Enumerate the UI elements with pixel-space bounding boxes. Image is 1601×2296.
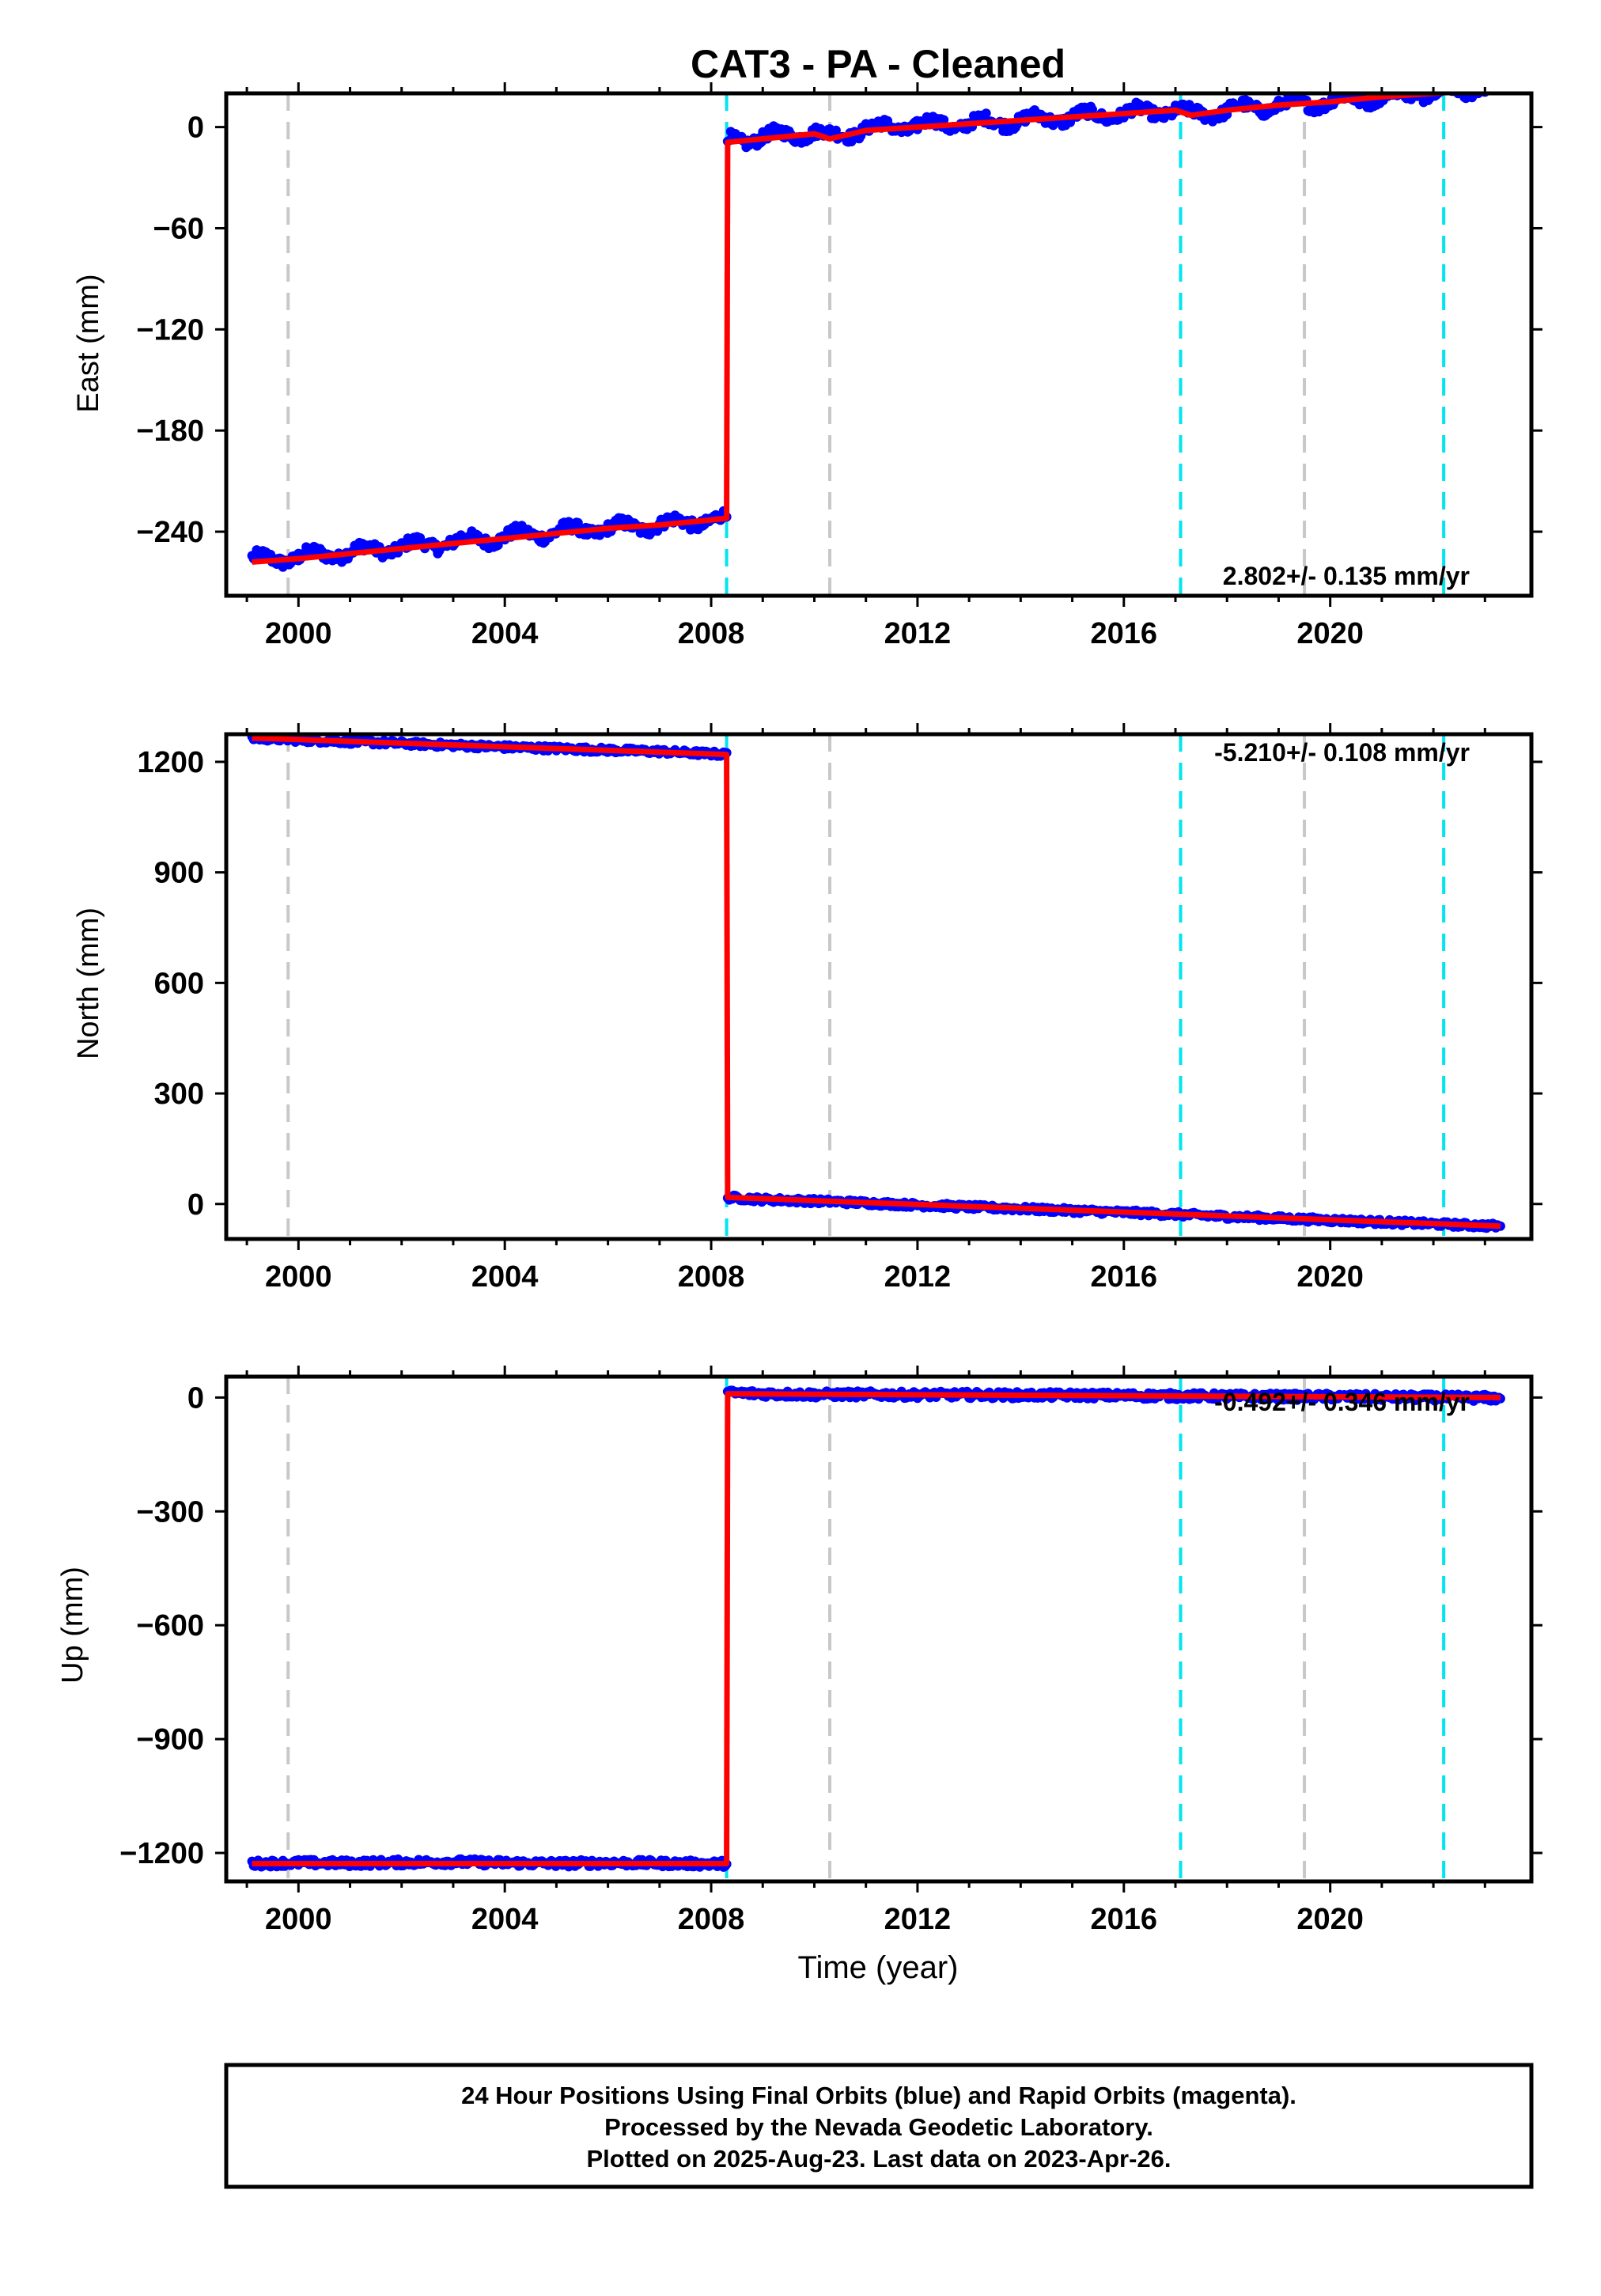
up-x-tick-label: 2008: [678, 1903, 745, 1936]
up-panel: Up (mm) 2000 2004 2008 2012 2016 2020 0 −300 −60…: [56, 1366, 1542, 1936]
up-x-tick-label: 2000: [265, 1903, 332, 1936]
east-obs-point: [1449, 80, 1459, 89]
north-model-line: [252, 735, 1501, 1229]
east-obs-point: [1441, 78, 1451, 87]
up-x-tick-label: 2016: [1091, 1903, 1158, 1936]
east-obs-point: [493, 540, 503, 550]
east-obs-point: [981, 108, 991, 119]
east-observations: [247, 72, 1505, 572]
footer-line-1: 24 Hour Positions Using Final Orbits (bl…: [461, 2082, 1296, 2109]
east-obs-point: [1443, 81, 1452, 90]
east-obs-point: [1397, 83, 1406, 93]
east-obs-point: [1496, 79, 1505, 89]
east-y-tick-label: 0: [187, 112, 204, 145]
north-y-tick-label: 1200: [137, 746, 204, 779]
north-x-tick-label: 2016: [1091, 1260, 1158, 1294]
east-x-tick-label: 2016: [1091, 617, 1158, 650]
north-observations: [247, 734, 1505, 1233]
east-rate-label: 2.802+/- 0.135 mm/yr: [1223, 562, 1470, 590]
east-plot-area: [247, 72, 1505, 596]
up-y-tick-label: −600: [136, 1609, 204, 1642]
east-frame: [224, 91, 1534, 598]
east-obs-point: [939, 115, 949, 125]
east-y-tick-label: −120: [136, 313, 204, 347]
east-obs-point: [1488, 74, 1497, 84]
up-x-tick-label: 2012: [884, 1903, 952, 1936]
east-obs-point: [1494, 78, 1504, 88]
east-x-tick-label: 2000: [265, 617, 332, 650]
up-y-tick-label: −900: [136, 1723, 204, 1756]
east-obs-point: [1455, 82, 1464, 92]
north-ylabel: North (mm): [72, 907, 105, 1059]
north-y-tick-label: 0: [187, 1188, 204, 1222]
footer-line-2: Processed by the Nevada Geodetic Laborat…: [604, 2113, 1153, 2141]
east-ylabel: East (mm): [72, 274, 105, 412]
east-y-tick-label: −240: [136, 516, 204, 549]
up-x-tick-label: 2004: [471, 1903, 539, 1936]
x-axis-label: Time (year): [798, 1950, 959, 1985]
east-obs-point: [1482, 83, 1491, 93]
east-obs-point: [1489, 81, 1499, 90]
east-obs-point: [1444, 79, 1454, 89]
east-obs-point: [1387, 82, 1396, 92]
up-y-tick-label: −300: [136, 1495, 204, 1529]
east-panel: East (mm) 2000 2004 2008 2012 2016 2020 0 −60 −1…: [72, 72, 1542, 650]
east-y-tick-label: −60: [153, 212, 204, 245]
east-obs-point: [1475, 82, 1485, 92]
east-obs-point: [573, 517, 583, 528]
north-y-tick-label: 300: [154, 1078, 204, 1111]
east-x-tick-label: 2012: [884, 617, 952, 650]
footer-line-3: Plotted on 2025-Aug-23. Last data on 202…: [586, 2145, 1171, 2173]
north-x-tick-label: 2004: [471, 1260, 539, 1294]
east-obs-point: [1456, 82, 1466, 92]
up-rate-label: -0.492+/- 0.346 mm/yr: [1214, 1388, 1470, 1416]
north-panel: North (mm) 2000 2004 2008 2012 2016 2020 1200 9…: [72, 723, 1542, 1294]
east-y-tick-label: −180: [136, 415, 204, 448]
up-y-tick-label: 0: [187, 1381, 204, 1415]
east-x-tick-label: 2020: [1296, 617, 1364, 650]
north-plot-area: [247, 734, 1505, 1239]
up-x-tick-label: 2020: [1296, 1903, 1364, 1936]
north-x-tick-label: 2000: [265, 1260, 332, 1294]
up-y-tick-label: −1200: [119, 1837, 204, 1870]
north-x-tick-label: 2020: [1296, 1260, 1364, 1294]
east-x-tick-label: 2008: [678, 617, 745, 650]
east-obs-point: [1436, 81, 1446, 91]
up-plot-area: [247, 1377, 1505, 1881]
north-y-tick-label: 900: [154, 857, 204, 890]
north-x-tick-label: 2008: [678, 1260, 745, 1294]
up-frame: [224, 1374, 1534, 1884]
north-y-tick-label: 600: [154, 967, 204, 1000]
footer-box: 24 Hour Positions Using Final Orbits (bl…: [224, 2063, 1534, 2189]
up-observations: [247, 1385, 1505, 1872]
north-frame: [224, 732, 1534, 1241]
east-model-line: [252, 93, 1476, 565]
east-obs-point: [1491, 77, 1501, 86]
east-obs-point: [1440, 79, 1449, 89]
east-x-tick-label: 2004: [471, 617, 539, 650]
chart-title: CAT3 - PA - Cleaned: [691, 42, 1065, 86]
east-obs-point: [1493, 72, 1502, 81]
north-x-tick-label: 2012: [884, 1260, 952, 1294]
east-obs-point: [1438, 82, 1448, 92]
footer-border: [224, 2063, 1534, 2189]
north-rate-label: -5.210+/- 0.108 mm/yr: [1214, 738, 1470, 767]
east-obs-point: [1486, 78, 1496, 87]
up-ylabel: Up (mm): [56, 1567, 89, 1684]
up-model-line: [252, 1391, 1501, 1866]
